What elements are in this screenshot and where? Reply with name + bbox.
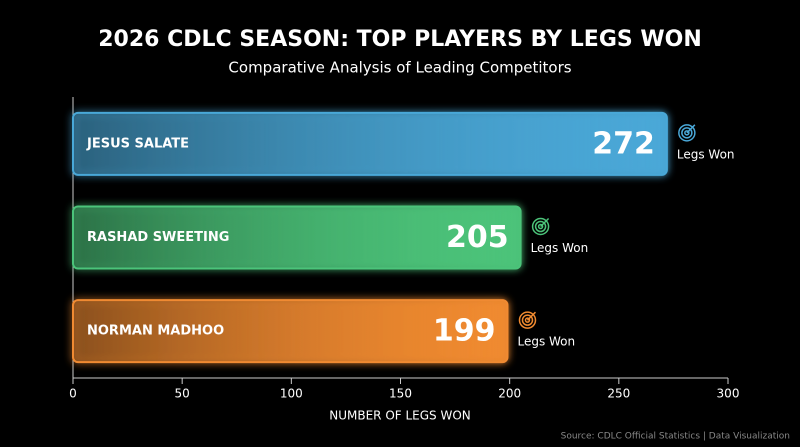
target-icon (681, 127, 693, 139)
target-icon (534, 220, 547, 233)
value-label: 199 (433, 314, 496, 349)
target-icon (684, 130, 690, 136)
value-label: 272 (592, 126, 655, 161)
target-icon (518, 311, 537, 329)
bar-unit-label: Legs Won (531, 241, 589, 255)
category-label: NORMAN MADHOO (87, 324, 224, 339)
target-icon (531, 217, 550, 236)
target-dart (686, 124, 696, 134)
target-icon (537, 223, 544, 230)
category-label: RASHAD SWEETING (87, 230, 229, 245)
bar (72, 205, 522, 270)
x-tick-label: 50 (175, 387, 190, 401)
x-tick-label: 250 (607, 387, 630, 401)
bar-unit-label: Legs Won (517, 335, 575, 349)
target-icon (678, 124, 696, 142)
bar (72, 299, 509, 364)
chart-title: 2026 CDLC SEASON: TOP PLAYERS BY LEGS WO… (98, 27, 702, 52)
source-note: Source: CDLC Official Statistics | Data … (561, 432, 790, 442)
bar (72, 111, 668, 176)
x-tick-label: 100 (280, 387, 303, 401)
target-icon (524, 317, 531, 323)
target-dart (540, 217, 550, 228)
target-icon (521, 314, 534, 326)
x-tick-label: 0 (69, 387, 77, 401)
x-axis-label: NUMBER OF LEGS WON (329, 409, 471, 423)
chart-subtitle: Comparative Analysis of Leading Competit… (228, 59, 571, 77)
target-dart (526, 311, 537, 321)
x-tick-label: 200 (498, 387, 521, 401)
value-label: 205 (446, 220, 509, 255)
bar-unit-label: Legs Won (677, 147, 735, 161)
x-tick-label: 300 (717, 387, 740, 401)
x-tick-label: 150 (389, 387, 412, 401)
category-label: JESUS SALATE (86, 136, 189, 151)
